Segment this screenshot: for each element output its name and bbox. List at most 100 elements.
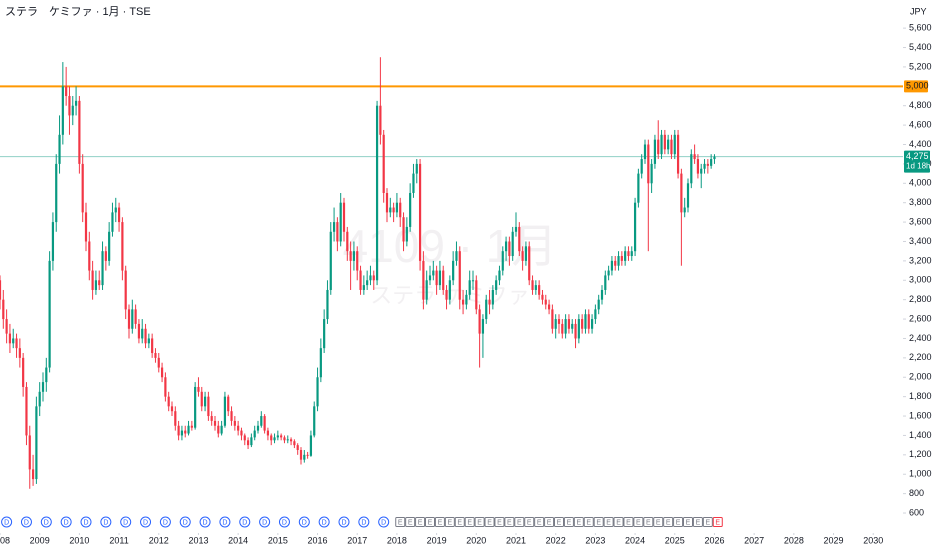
earnings-marker (484, 517, 495, 527)
candle-body (220, 425, 223, 434)
candle-body (468, 280, 471, 295)
x-tick-label: 2030 (863, 535, 883, 545)
candle-body (667, 139, 670, 150)
x-tick-label: 2018 (387, 535, 407, 545)
candle-body (475, 280, 478, 310)
candle-body (488, 299, 491, 305)
dividend-label: D (381, 519, 386, 526)
candle-body (121, 222, 124, 271)
candle-body (174, 411, 177, 426)
candle-body (124, 270, 127, 310)
y-tick-label: 1,800 (909, 391, 932, 401)
candle-body (108, 231, 111, 261)
earnings-marker (514, 517, 525, 527)
earnings-marker (444, 517, 455, 527)
candle-body (584, 314, 587, 329)
candle-body (194, 386, 197, 428)
dividend-marker (318, 516, 330, 528)
candle-body (432, 270, 435, 276)
x-tick-label: 2014 (228, 535, 248, 545)
dividend-label: D (222, 519, 227, 526)
earnings-marker (544, 517, 555, 527)
candle-body (643, 144, 647, 160)
candle-body (160, 367, 164, 378)
candle-body (409, 192, 412, 227)
candle-body (445, 289, 448, 300)
currency: JPY (910, 6, 927, 16)
dividend-marker (179, 516, 191, 528)
candle-body (217, 425, 220, 434)
candle-body (38, 391, 41, 407)
earnings-marker-label: E (706, 519, 711, 526)
dividend-marker (338, 516, 350, 528)
dividend-label: D (302, 519, 307, 526)
candle-body (703, 163, 706, 169)
candle-body (366, 280, 369, 286)
candle-body (35, 406, 38, 480)
candle-body (309, 435, 313, 456)
earnings-marker (454, 517, 465, 527)
earnings-marker-label: E (527, 519, 532, 526)
y-tick-label: 2,800 (909, 294, 932, 304)
candle-body (326, 289, 329, 320)
dividend-label: D (123, 519, 128, 526)
candle-body (617, 256, 620, 266)
candle-body (485, 299, 488, 320)
earnings-marker-label: E (467, 519, 472, 526)
candle-body (650, 163, 653, 184)
candle-body (554, 319, 557, 329)
candle-body (461, 299, 465, 305)
candle-body (508, 241, 511, 257)
candle-body (531, 280, 534, 290)
candle-body (630, 251, 633, 257)
candle-body (352, 251, 356, 261)
candle-body (336, 222, 339, 242)
candle-body (538, 285, 541, 295)
x-tick-label: 2026 (704, 535, 724, 545)
candle-body (41, 382, 45, 392)
candle-body (680, 173, 683, 213)
earnings-marker-label: E (428, 519, 433, 526)
y-tick-label: 3,400 (909, 236, 932, 246)
candle-body (425, 280, 428, 300)
candle-body (286, 439, 289, 441)
candle-body (713, 156, 716, 160)
dividend-label: D (163, 519, 168, 526)
earnings-marker-label: E (457, 519, 462, 526)
dividend-marker (100, 516, 112, 528)
candle-body (375, 105, 379, 281)
candle-body (273, 437, 276, 441)
dividend-label: D (242, 519, 247, 526)
earnings-marker-label: E (636, 519, 641, 526)
candle-body (624, 251, 627, 261)
candle-body (74, 100, 78, 106)
x-tick-label: 2023 (585, 535, 605, 545)
candle-body (452, 260, 455, 281)
candle-body (557, 319, 561, 324)
candle-body (448, 280, 451, 300)
candle-body (342, 202, 346, 232)
x-tick-label: 2010 (69, 535, 89, 545)
earnings-marker (673, 517, 684, 527)
price-line-label: 5,000 (906, 81, 929, 91)
earnings-marker-label: E (547, 519, 552, 526)
candle-body (610, 260, 614, 271)
y-tick-label: 800 (909, 488, 924, 498)
dividend-marker (298, 516, 310, 528)
y-tick-label: 2,000 (909, 372, 932, 382)
candle-body (137, 323, 141, 339)
candle-body (438, 270, 442, 286)
candle-body (187, 425, 190, 434)
candle-body (167, 396, 170, 407)
price-line-label-box (904, 80, 928, 93)
candle-body (114, 207, 117, 213)
earnings-marker-label: E (517, 519, 522, 526)
candle-body (313, 406, 316, 436)
candle-body (389, 207, 392, 213)
candle-body (270, 435, 273, 441)
dividend-marker (40, 516, 52, 528)
candle-body (392, 207, 395, 213)
candle-body (65, 86, 68, 97)
candle-body (223, 396, 227, 426)
